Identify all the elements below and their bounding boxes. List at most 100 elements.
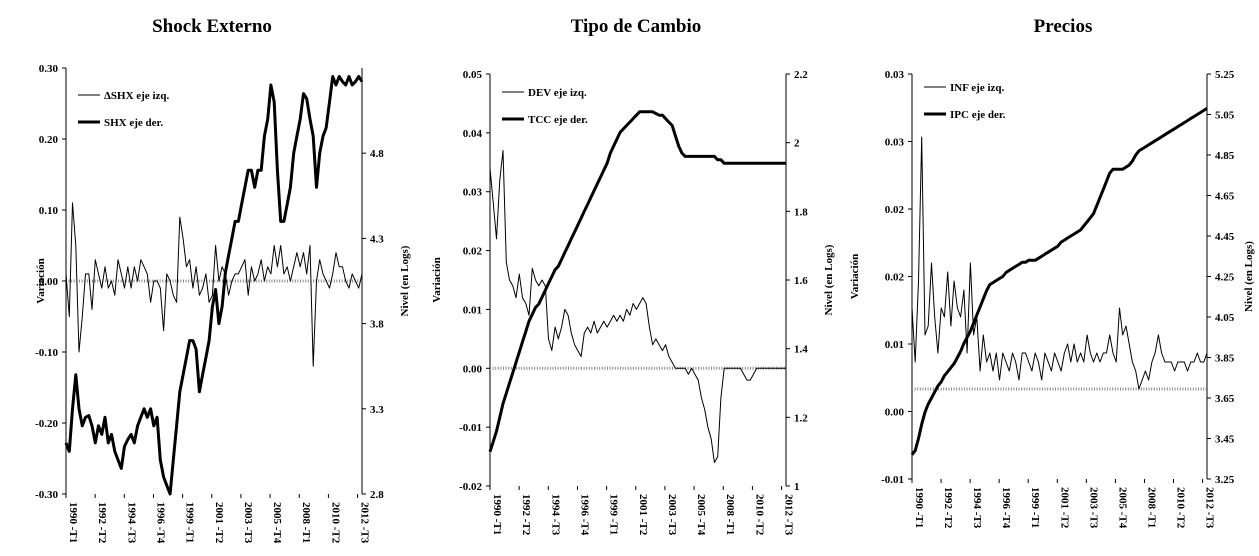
x-tick-label: 2012 -T3 bbox=[783, 494, 795, 536]
right-tick-label: 4.8 bbox=[370, 148, 384, 160]
chart-panel-2: Tipo de Cambio -0.02 -0.01 0.00 0.01 0.02 0.03… bbox=[431, 16, 835, 536]
thin-series-line bbox=[489, 150, 786, 463]
left-tick-label: -0.30 bbox=[35, 489, 58, 501]
legend-label: IPC eje der. bbox=[950, 109, 1006, 121]
x-tick-label: 2010 -T2 bbox=[1175, 487, 1187, 529]
chart-panel-3: Precios -0.01 0.00 0.01 0.02 0.02 0.03 0.03 3.25… bbox=[849, 16, 1255, 529]
right-tick-label: 4.25 bbox=[1215, 272, 1235, 284]
x-tick-label: 1999 -T1 bbox=[1029, 487, 1041, 528]
left-tick-label: 0.02 bbox=[885, 272, 905, 284]
right-tick-label: 3.8 bbox=[370, 319, 384, 331]
thick-series-line bbox=[488, 110, 786, 453]
x-tick-label: 1992 -T2 bbox=[520, 494, 532, 536]
right-tick-label: 1 bbox=[794, 481, 800, 493]
chart-title: Tipo de Cambio bbox=[571, 16, 702, 37]
left-tick-label: -0.02 bbox=[459, 481, 482, 493]
left-tick-label: 0.02 bbox=[463, 246, 483, 258]
x-tick-label: 2003 -T3 bbox=[1087, 487, 1099, 529]
left-tick-label: 0.20 bbox=[39, 134, 59, 146]
x-tick-label: 1990 -T1 bbox=[491, 494, 503, 535]
x-tick-label: 1994 -T3 bbox=[971, 487, 983, 529]
right-axis-label: Nivel (en Logs) bbox=[1243, 241, 1255, 312]
x-tick-label: 2003 -T3 bbox=[242, 502, 254, 544]
left-tick-label: 0.05 bbox=[463, 69, 483, 81]
right-axis-label: Nivel (en Logs) bbox=[399, 245, 411, 316]
right-tick-label: 1.4 bbox=[794, 344, 808, 356]
x-tick-label: 1999 -T1 bbox=[184, 502, 196, 543]
left-tick-label: 0.00 bbox=[39, 276, 59, 288]
x-tick-label: 2012 -T3 bbox=[359, 502, 371, 544]
left-axis-label: Variación bbox=[431, 257, 443, 302]
left-tick-label: 0.30 bbox=[39, 63, 59, 75]
x-tick-label: 2003 -T3 bbox=[666, 494, 678, 536]
right-tick-label: 2 bbox=[794, 138, 800, 150]
thin-series-line bbox=[65, 202, 363, 367]
left-tick-label: -0.10 bbox=[35, 347, 58, 359]
chart-panel-1: Shock Externo -0.30 -0.20 -0.10 0.00 0.10 0.20… bbox=[35, 16, 411, 544]
left-tick-label: 0.03 bbox=[885, 137, 905, 149]
left-tick-label: 0.01 bbox=[463, 304, 482, 316]
right-tick-label: 3.3 bbox=[370, 404, 384, 416]
left-tick-label: 0.10 bbox=[39, 205, 59, 217]
legend-label: DEV eje izq. bbox=[528, 87, 587, 99]
left-tick-label: 0.03 bbox=[885, 69, 905, 81]
right-tick-label: 1.2 bbox=[794, 412, 808, 424]
right-tick-label: 1.6 bbox=[794, 275, 808, 287]
right-tick-label: 4.3 bbox=[370, 233, 384, 245]
legend-label: INF eje izq. bbox=[950, 82, 1005, 94]
left-axis-label: Variación bbox=[35, 258, 47, 303]
x-tick-label: 2001 -T2 bbox=[637, 494, 649, 536]
x-tick-label: 1994 -T3 bbox=[125, 502, 137, 544]
left-tick-label: 0.00 bbox=[463, 363, 483, 375]
x-tick-label: 1992 -T2 bbox=[942, 487, 954, 529]
x-tick-label: 2005 -T4 bbox=[271, 502, 283, 544]
x-tick-label: 1996 -T4 bbox=[154, 502, 166, 544]
legend-label: ΔSHX eje izq. bbox=[104, 90, 169, 102]
right-tick-label: 3.65 bbox=[1215, 393, 1235, 405]
right-tick-label: 3.25 bbox=[1215, 474, 1235, 486]
right-tick-label: 3.85 bbox=[1215, 353, 1235, 365]
x-tick-label: 2005 -T4 bbox=[695, 494, 707, 536]
thick-series-line bbox=[910, 107, 1208, 456]
x-tick-label: 1990 -T1 bbox=[913, 487, 925, 528]
x-tick-label: 2001 -T2 bbox=[1058, 487, 1070, 529]
left-tick-label: 0.01 bbox=[885, 339, 904, 351]
left-tick-label: 0.02 bbox=[885, 204, 905, 216]
left-axis-label: Variación bbox=[849, 254, 861, 299]
x-tick-label: 1990 -T1 bbox=[67, 502, 79, 543]
left-tick-label: 0.00 bbox=[885, 407, 905, 419]
x-tick-label: 2010 -T2 bbox=[329, 502, 341, 544]
thick-series-line bbox=[64, 75, 364, 496]
right-tick-label: 4.65 bbox=[1215, 191, 1235, 203]
x-tick-label: 1999 -T1 bbox=[608, 494, 620, 535]
right-tick-label: 2.2 bbox=[794, 69, 808, 81]
legend-label: TCC eje der. bbox=[528, 114, 588, 126]
x-tick-label: 2008 -T1 bbox=[1145, 487, 1157, 528]
x-tick-label: 1994 -T3 bbox=[549, 494, 561, 536]
right-tick-label: 3.45 bbox=[1215, 434, 1235, 446]
left-tick-label: 0.04 bbox=[463, 128, 483, 140]
x-tick-label: 2010 -T2 bbox=[753, 494, 765, 536]
x-tick-label: 1996 -T4 bbox=[578, 494, 590, 536]
right-axis-label: Nivel (en Logs) bbox=[823, 244, 835, 315]
x-tick-label: 2008 -T1 bbox=[724, 494, 736, 535]
x-tick-label: 2008 -T1 bbox=[300, 502, 312, 543]
left-tick-label: 0.03 bbox=[463, 187, 483, 199]
x-tick-label: 2012 -T3 bbox=[1204, 487, 1216, 529]
right-tick-label: 4.05 bbox=[1215, 312, 1235, 324]
thin-series-line bbox=[911, 136, 1208, 390]
left-tick-label: -0.01 bbox=[881, 474, 904, 486]
right-tick-label: 5.25 bbox=[1215, 69, 1235, 81]
x-tick-label: 2005 -T4 bbox=[1116, 487, 1128, 529]
right-tick-label: 5.05 bbox=[1215, 110, 1235, 122]
left-tick-label: -0.01 bbox=[459, 422, 482, 434]
left-tick-label: -0.20 bbox=[35, 418, 58, 430]
x-tick-label: 1992 -T2 bbox=[96, 502, 108, 544]
x-tick-label: 1996 -T4 bbox=[1000, 487, 1012, 529]
legend-label: SHX eje der. bbox=[104, 117, 163, 129]
right-tick-label: 1.8 bbox=[794, 206, 808, 218]
right-tick-label: 4.45 bbox=[1215, 231, 1235, 243]
right-tick-label: 2.8 bbox=[370, 489, 384, 501]
